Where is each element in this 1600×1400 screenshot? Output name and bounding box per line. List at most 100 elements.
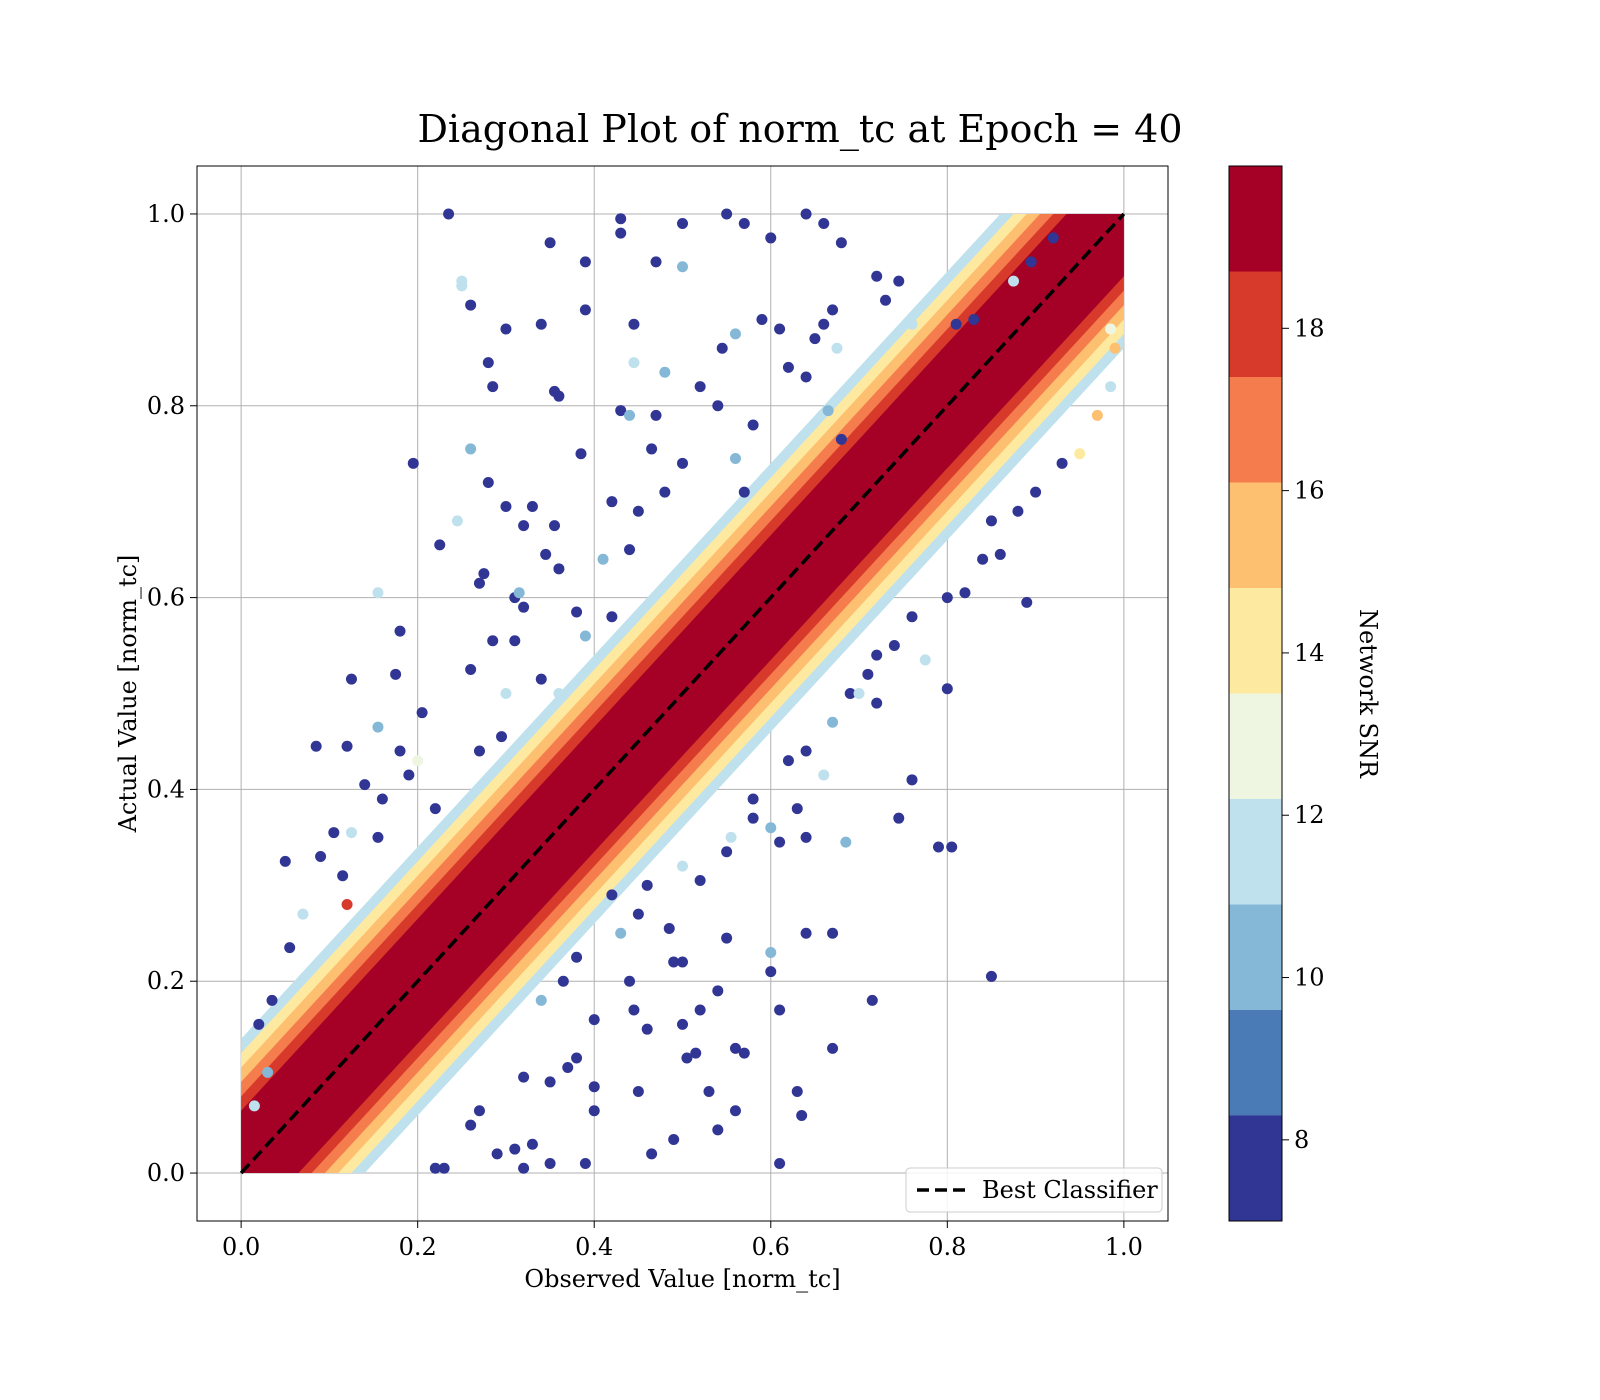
scatter-point (491, 1148, 503, 1160)
scatter-point (871, 697, 883, 709)
scatter-point (632, 505, 644, 517)
y-axis-ticks: 0.0 0.2 0.4 0.6 0.8 1.0 (147, 200, 197, 1187)
scatter-point (279, 855, 291, 867)
colorbar-tick-label: 12 (1294, 801, 1325, 829)
scatter-point (262, 1066, 274, 1078)
scatter-point (827, 716, 839, 728)
scatter-point (394, 745, 406, 757)
scatter-point (721, 846, 733, 858)
scatter-point (725, 831, 737, 843)
scatter-point (443, 208, 455, 220)
scatter-point (818, 218, 830, 230)
x-tick-label: 0.6 (752, 1233, 790, 1261)
colorbar-frame (1228, 165, 1283, 1222)
scatter-point (677, 261, 688, 273)
scatter-point (893, 275, 905, 287)
scatter-point (624, 544, 636, 556)
scatter-point (372, 831, 384, 843)
scatter-point (888, 640, 900, 652)
scatter-point (835, 237, 847, 249)
scatter-point (500, 688, 512, 699)
scatter-point (844, 688, 856, 699)
scatter-point (540, 548, 552, 560)
scatter-point (553, 688, 565, 699)
scatter-point (1109, 342, 1121, 354)
scatter-point (562, 1062, 574, 1074)
scatter-point (266, 994, 278, 1006)
colorbar-bin (1229, 799, 1282, 905)
scatter-point (677, 457, 688, 469)
scatter-point (946, 841, 958, 853)
legend: Best Classifier (905, 1167, 1163, 1213)
scatter-point (994, 548, 1006, 560)
scatter-point (557, 975, 569, 987)
scatter-point (1030, 486, 1042, 498)
scatter-point (800, 208, 812, 220)
scatter-point (628, 1004, 640, 1016)
y-tick-label: 1.0 (147, 200, 185, 228)
x-tick-label: 0.0 (222, 1233, 260, 1261)
y-axis-label: Actual Value [norm_tc] (114, 555, 142, 834)
scatter-point (774, 836, 786, 848)
scatter-point (782, 361, 794, 373)
scatter-point (632, 1086, 644, 1098)
scatter-point (376, 793, 388, 805)
scatter-point (429, 803, 441, 815)
scatter-point (526, 500, 538, 512)
scatter-point (694, 875, 706, 887)
scatter-point (412, 755, 424, 767)
scatter-point (835, 433, 847, 445)
scatter-point (482, 357, 494, 369)
scatter-point (496, 731, 508, 743)
scatter-point (571, 951, 583, 963)
scatter-point (1025, 256, 1037, 268)
scatter-point (588, 1105, 600, 1117)
x-axis-label: Observed Value [norm_tc] (524, 1265, 840, 1293)
scatter-point (1012, 505, 1024, 517)
colorbar-tick-label: 8 (1294, 1126, 1309, 1154)
scatter-point (941, 592, 953, 604)
scatter-point (513, 587, 525, 599)
scatter-point (575, 448, 587, 460)
scatter-point (465, 299, 477, 311)
scatter-point (968, 313, 980, 325)
scatter-point (535, 994, 547, 1006)
scatter-point (553, 563, 565, 575)
scatter-point (588, 1081, 600, 1093)
scatter-points (248, 208, 1121, 1174)
colorbar-bin (1229, 693, 1282, 799)
scatter-point (416, 707, 428, 719)
scatter-point (677, 218, 688, 230)
scatter-point (248, 1100, 260, 1112)
scatter-point (659, 366, 671, 378)
y-tick-label: 0.4 (147, 775, 185, 803)
scatter-point (641, 1023, 653, 1035)
scatter-point (791, 803, 803, 815)
scatter-point (677, 956, 688, 968)
scatter-point (765, 232, 777, 244)
scatter-point (526, 1138, 538, 1150)
scatter-point (473, 1105, 485, 1117)
colorbar-tick-label: 16 (1294, 477, 1325, 505)
scatter-point (394, 625, 406, 637)
scatter-point (796, 1110, 808, 1121)
colorbar-bins (1229, 166, 1282, 1221)
scatter-point (632, 908, 644, 920)
scatter-point (906, 611, 918, 623)
scatter-point (747, 793, 759, 805)
y-tick-label: 0.2 (147, 967, 185, 995)
scatter-point (315, 851, 327, 863)
reference-line-layer (239, 212, 1126, 1175)
scatter-point (615, 213, 627, 225)
x-tick-label: 1.0 (1105, 1233, 1143, 1261)
colorbar: 8 10 12 14 16 18 Network SNR (1228, 165, 1382, 1222)
scatter-point (977, 553, 989, 565)
scatter-point (1021, 596, 1033, 608)
scatter-point (791, 1086, 803, 1098)
scatter-point (906, 774, 918, 786)
scatter-point (341, 740, 353, 752)
scatter-point (818, 769, 830, 781)
scatter-point (774, 1004, 786, 1016)
scatter-point (1105, 381, 1117, 393)
